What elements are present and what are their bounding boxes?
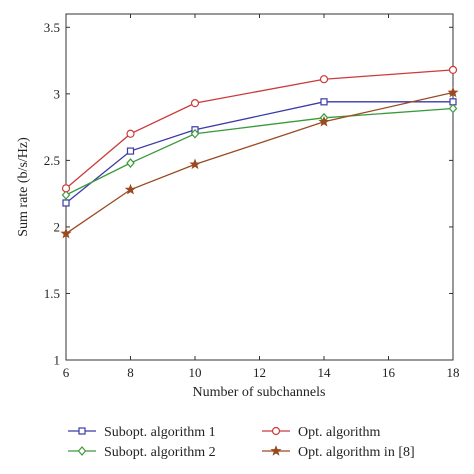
x-tick-label: 8 xyxy=(127,365,134,380)
legend-label: Subopt. algorithm 1 xyxy=(104,425,216,440)
data-point xyxy=(61,190,71,200)
series-2 xyxy=(61,103,458,200)
legend-item: Subopt. algorithm 2 xyxy=(68,445,216,460)
y-tick-label: 2.5 xyxy=(44,153,60,168)
series-line xyxy=(65,69,454,189)
y-axis-label: Sum rate (b/s/Hz) xyxy=(16,137,31,237)
data-point xyxy=(126,158,135,168)
data-point xyxy=(448,65,458,74)
y-tick-label: 1.5 xyxy=(44,286,60,301)
data-point xyxy=(448,103,458,114)
series-line xyxy=(65,107,454,196)
data-point xyxy=(190,99,200,108)
data-point xyxy=(319,75,329,84)
data-point xyxy=(61,184,71,193)
series-1 xyxy=(62,98,457,207)
data-point xyxy=(62,199,70,207)
data-point xyxy=(318,115,330,127)
series-line xyxy=(65,91,454,235)
legend-label: Opt. algorithm in [8] xyxy=(298,445,415,460)
legend-item: Opt. algorithm xyxy=(262,425,381,440)
data-point xyxy=(447,86,459,98)
series-3 xyxy=(61,65,458,193)
data-point xyxy=(126,129,135,138)
legend-marker xyxy=(270,445,282,456)
y-tick-label: 3.5 xyxy=(44,20,60,35)
legend-item: Opt. algorithm in [8] xyxy=(262,445,415,460)
x-axis-label: Number of subchannels xyxy=(193,385,326,400)
x-tick-label: 12 xyxy=(253,365,266,380)
legend-marker xyxy=(78,427,86,435)
x-tick-label: 10 xyxy=(189,365,202,380)
data-point xyxy=(60,227,72,239)
data-point xyxy=(124,183,137,195)
legend-label: Subopt. algorithm 2 xyxy=(104,445,216,460)
legend-label: Opt. algorithm xyxy=(298,425,381,440)
legend-marker xyxy=(77,446,87,456)
y-axis: 1 1.5 2 2.5 3 3.5 xyxy=(44,20,453,368)
x-tick-label: 16 xyxy=(382,365,396,380)
legend: Subopt. algorithm 1 Subopt. algorithm 2 Op… xyxy=(68,425,415,460)
plot-frame xyxy=(65,13,454,361)
data-point xyxy=(190,128,200,139)
data-point xyxy=(189,158,201,170)
series-line xyxy=(65,101,453,204)
legend-item: Subopt. algorithm 1 xyxy=(68,425,216,440)
y-tick-label: 2 xyxy=(54,219,61,234)
y-tick-label: 3 xyxy=(54,86,61,101)
legend-marker xyxy=(271,426,281,436)
y-tick-label: 1 xyxy=(54,353,61,368)
series-layer xyxy=(60,65,459,239)
x-tick-label: 14 xyxy=(318,365,332,380)
x-axis: 6 8 10 12 14 16 18 xyxy=(63,14,460,380)
series-4 xyxy=(60,86,459,239)
data-point xyxy=(320,98,328,106)
x-tick-label: 6 xyxy=(63,365,70,380)
x-tick-label: 18 xyxy=(447,365,460,380)
data-point xyxy=(126,147,135,155)
